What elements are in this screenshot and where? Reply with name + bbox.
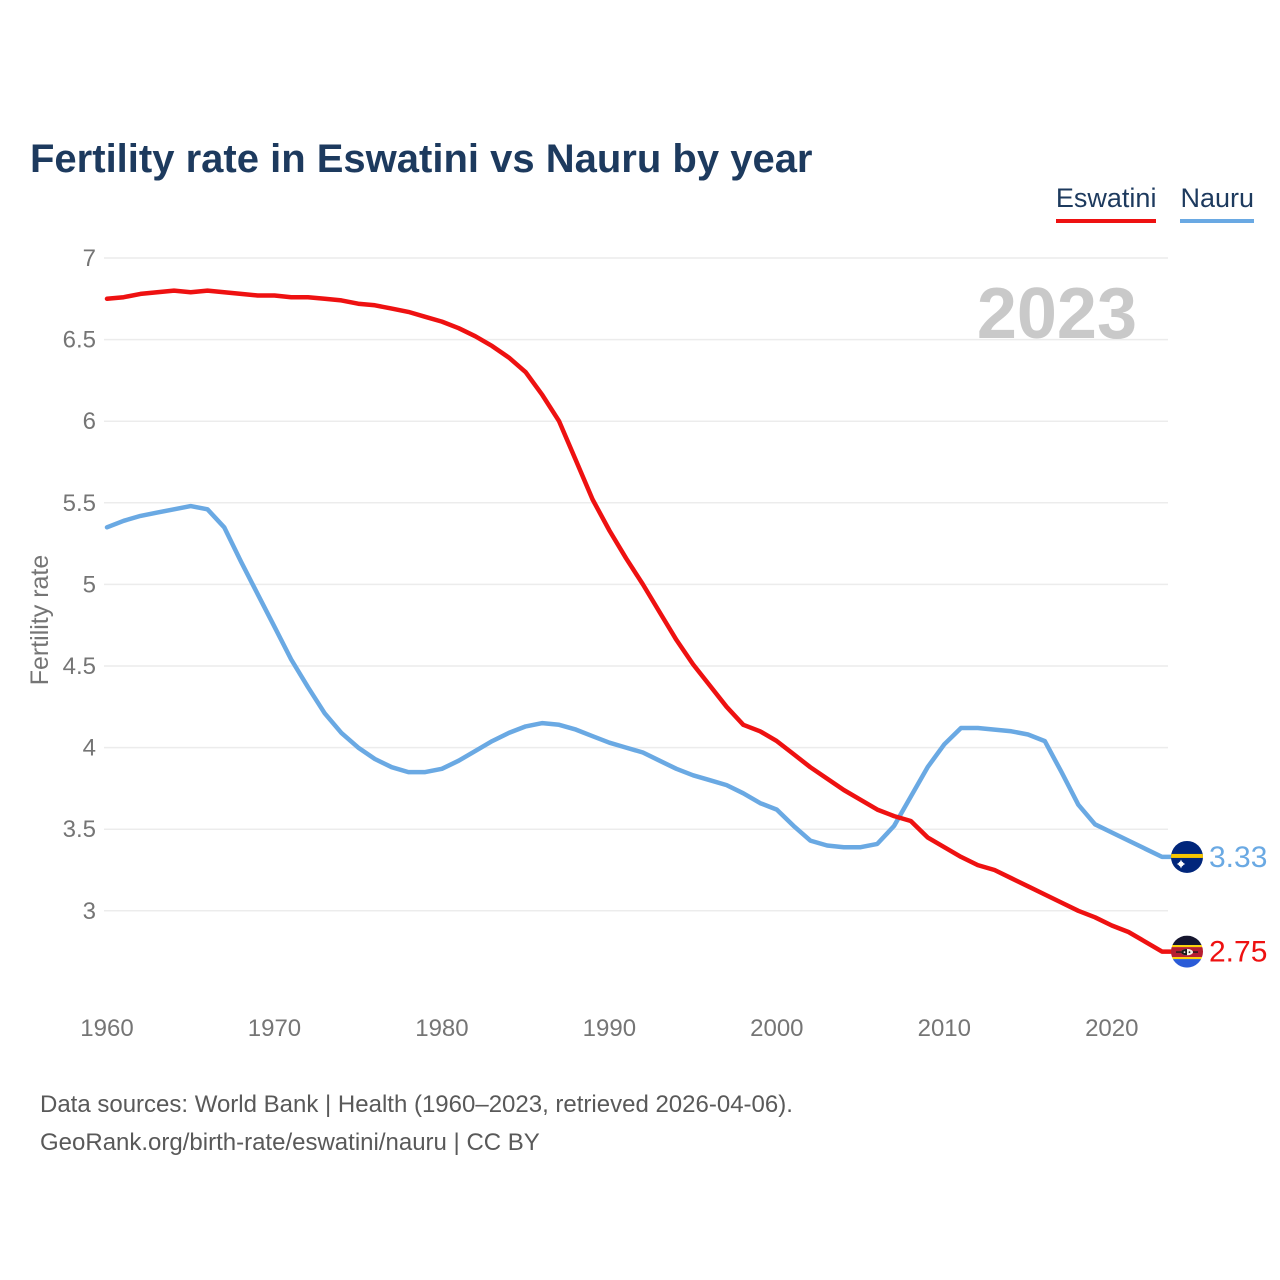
y-tick-label: 7 (83, 245, 96, 272)
y-tick-label: 3 (83, 898, 96, 925)
flag-eswatini-icon (1171, 935, 1203, 968)
x-tick-label: 2000 (750, 1015, 803, 1042)
x-tick-label: 1990 (583, 1015, 636, 1042)
footer: Data sources: World Bank | Health (1960–… (40, 1086, 793, 1162)
end-value-label-nauru: 3.33 (1209, 841, 1267, 874)
y-tick-label: 4 (83, 735, 96, 762)
legend-item-nauru[interactable]: Nauru (1180, 183, 1254, 223)
flag-nauru-icon (1171, 840, 1203, 873)
legend: Eswatini Nauru (1055, 183, 1254, 223)
series-line-eswatini (104, 288, 1174, 954)
x-tick-label: 2020 (1085, 1015, 1138, 1042)
page-title: Fertility rate in Eswatini vs Nauru by y… (30, 136, 813, 181)
x-tick-label: 1980 (415, 1015, 468, 1042)
x-tick-label: 1970 (248, 1015, 301, 1042)
footer-attribution-line: GeoRank.org/birth-rate/eswatini/nauru | … (40, 1129, 540, 1156)
y-tick-label: 4.5 (63, 653, 96, 680)
legend-item-eswatini[interactable]: Eswatini (1055, 183, 1157, 223)
series-line-nauru (104, 503, 1174, 860)
y-tick-label: 5 (83, 571, 96, 598)
x-tick-label: 1960 (80, 1015, 133, 1042)
x-tick-label: 2010 (918, 1015, 971, 1042)
y-tick-label: 5.5 (63, 490, 96, 517)
footer-sources-line: Data sources: World Bank | Health (1960–… (40, 1091, 793, 1118)
y-tick-label: 6 (83, 408, 96, 435)
end-value-label-eswatini: 2.75 (1209, 936, 1267, 969)
y-axis-label: Fertility rate (26, 555, 54, 686)
y-tick-label: 6.5 (63, 327, 96, 354)
watermark-year: 2023 (977, 274, 1137, 354)
y-tick-label: 3.5 (63, 816, 96, 843)
